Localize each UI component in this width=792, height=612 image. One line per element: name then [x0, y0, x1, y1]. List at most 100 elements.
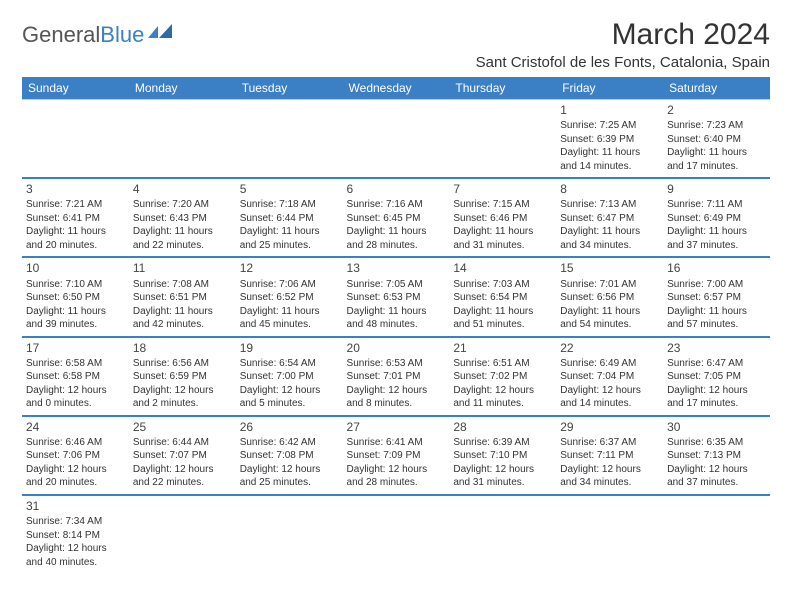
day-number: 13: [347, 260, 446, 276]
day-number: 22: [560, 340, 659, 356]
daylight-line: Daylight: 12 hours and 0 minutes.: [26, 384, 125, 411]
sunrise-line: Sunrise: 6:46 AM: [26, 436, 125, 450]
calendar-cell: 5Sunrise: 7:18 AMSunset: 6:44 PMDaylight…: [236, 178, 343, 257]
calendar-cell: 30Sunrise: 6:35 AMSunset: 7:13 PMDayligh…: [663, 416, 770, 495]
daylight-line: Daylight: 12 hours and 28 minutes.: [347, 463, 446, 490]
sunrise-line: Sunrise: 6:49 AM: [560, 357, 659, 371]
sunrise-line: Sunrise: 7:23 AM: [667, 119, 766, 133]
daylight-line: Daylight: 11 hours and 48 minutes.: [347, 305, 446, 332]
sunrise-line: Sunrise: 6:42 AM: [240, 436, 339, 450]
calendar-cell: 21Sunrise: 6:51 AMSunset: 7:02 PMDayligh…: [449, 337, 556, 416]
daylight-line: Daylight: 11 hours and 51 minutes.: [453, 305, 552, 332]
sunset-line: Sunset: 6:49 PM: [667, 212, 766, 226]
daylight-line: Daylight: 12 hours and 22 minutes.: [133, 463, 232, 490]
calendar-cell: 26Sunrise: 6:42 AMSunset: 7:08 PMDayligh…: [236, 416, 343, 495]
calendar-cell: 4Sunrise: 7:20 AMSunset: 6:43 PMDaylight…: [129, 178, 236, 257]
sunset-line: Sunset: 7:09 PM: [347, 449, 446, 463]
logo-text-1: General: [22, 22, 100, 48]
daylight-line: Daylight: 11 hours and 42 minutes.: [133, 305, 232, 332]
sunset-line: Sunset: 6:57 PM: [667, 291, 766, 305]
sunset-line: Sunset: 7:07 PM: [133, 449, 232, 463]
sunset-line: Sunset: 6:50 PM: [26, 291, 125, 305]
day-number: 1: [560, 102, 659, 118]
calendar-cell: 24Sunrise: 6:46 AMSunset: 7:06 PMDayligh…: [22, 416, 129, 495]
day-number: 29: [560, 419, 659, 435]
sunrise-line: Sunrise: 7:08 AM: [133, 278, 232, 292]
day-header: Monday: [129, 77, 236, 100]
sunset-line: Sunset: 6:39 PM: [560, 133, 659, 147]
header: GeneralBlue March 2024 Sant Cristofol de…: [22, 18, 770, 71]
sunset-line: Sunset: 6:47 PM: [560, 212, 659, 226]
sunset-line: Sunset: 6:56 PM: [560, 291, 659, 305]
day-number: 8: [560, 181, 659, 197]
sunrise-line: Sunrise: 7:16 AM: [347, 198, 446, 212]
daylight-line: Daylight: 12 hours and 37 minutes.: [667, 463, 766, 490]
day-number: 4: [133, 181, 232, 197]
calendar-cell: 25Sunrise: 6:44 AMSunset: 7:07 PMDayligh…: [129, 416, 236, 495]
calendar-cell: [129, 100, 236, 179]
daylight-line: Daylight: 12 hours and 20 minutes.: [26, 463, 125, 490]
sunrise-line: Sunrise: 6:44 AM: [133, 436, 232, 450]
day-number: 28: [453, 419, 552, 435]
daylight-line: Daylight: 12 hours and 25 minutes.: [240, 463, 339, 490]
sunset-line: Sunset: 6:54 PM: [453, 291, 552, 305]
calendar-week: 31Sunrise: 7:34 AMSunset: 8:14 PMDayligh…: [22, 495, 770, 573]
day-number: 7: [453, 181, 552, 197]
calendar-cell: 7Sunrise: 7:15 AMSunset: 6:46 PMDaylight…: [449, 178, 556, 257]
day-number: 10: [26, 260, 125, 276]
calendar-cell: 19Sunrise: 6:54 AMSunset: 7:00 PMDayligh…: [236, 337, 343, 416]
month-title: March 2024: [476, 18, 770, 52]
calendar-cell: 22Sunrise: 6:49 AMSunset: 7:04 PMDayligh…: [556, 337, 663, 416]
calendar-cell: [129, 495, 236, 573]
sunrise-line: Sunrise: 7:01 AM: [560, 278, 659, 292]
daylight-line: Daylight: 12 hours and 31 minutes.: [453, 463, 552, 490]
sunset-line: Sunset: 6:51 PM: [133, 291, 232, 305]
day-number: 27: [347, 419, 446, 435]
calendar-cell: 15Sunrise: 7:01 AMSunset: 6:56 PMDayligh…: [556, 257, 663, 336]
daylight-line: Daylight: 12 hours and 14 minutes.: [560, 384, 659, 411]
sunrise-line: Sunrise: 7:21 AM: [26, 198, 125, 212]
sunrise-line: Sunrise: 7:25 AM: [560, 119, 659, 133]
calendar-cell: 2Sunrise: 7:23 AMSunset: 6:40 PMDaylight…: [663, 100, 770, 179]
calendar-cell: 1Sunrise: 7:25 AMSunset: 6:39 PMDaylight…: [556, 100, 663, 179]
daylight-line: Daylight: 12 hours and 40 minutes.: [26, 542, 125, 569]
sunrise-line: Sunrise: 7:18 AM: [240, 198, 339, 212]
sunrise-line: Sunrise: 7:10 AM: [26, 278, 125, 292]
daylight-line: Daylight: 11 hours and 25 minutes.: [240, 225, 339, 252]
sunset-line: Sunset: 6:53 PM: [347, 291, 446, 305]
sunrise-line: Sunrise: 7:06 AM: [240, 278, 339, 292]
day-number: 9: [667, 181, 766, 197]
sunset-line: Sunset: 7:13 PM: [667, 449, 766, 463]
calendar-cell: [236, 100, 343, 179]
day-number: 11: [133, 260, 232, 276]
day-header: Saturday: [663, 77, 770, 100]
sunset-line: Sunset: 6:40 PM: [667, 133, 766, 147]
calendar-week: 17Sunrise: 6:58 AMSunset: 6:58 PMDayligh…: [22, 337, 770, 416]
title-block: March 2024 Sant Cristofol de les Fonts, …: [476, 18, 770, 71]
day-number: 18: [133, 340, 232, 356]
day-number: 20: [347, 340, 446, 356]
sunrise-line: Sunrise: 7:13 AM: [560, 198, 659, 212]
sunrise-line: Sunrise: 7:34 AM: [26, 515, 125, 529]
sunset-line: Sunset: 6:46 PM: [453, 212, 552, 226]
day-number: 2: [667, 102, 766, 118]
calendar-cell: 3Sunrise: 7:21 AMSunset: 6:41 PMDaylight…: [22, 178, 129, 257]
calendar-cell: 9Sunrise: 7:11 AMSunset: 6:49 PMDaylight…: [663, 178, 770, 257]
sunset-line: Sunset: 6:44 PM: [240, 212, 339, 226]
daylight-line: Daylight: 11 hours and 28 minutes.: [347, 225, 446, 252]
sunrise-line: Sunrise: 6:51 AM: [453, 357, 552, 371]
sunset-line: Sunset: 7:02 PM: [453, 370, 552, 384]
daylight-line: Daylight: 11 hours and 57 minutes.: [667, 305, 766, 332]
calendar-week: 3Sunrise: 7:21 AMSunset: 6:41 PMDaylight…: [22, 178, 770, 257]
calendar-cell: [236, 495, 343, 573]
day-number: 15: [560, 260, 659, 276]
day-number: 5: [240, 181, 339, 197]
sunset-line: Sunset: 6:58 PM: [26, 370, 125, 384]
logo: GeneralBlue: [22, 22, 174, 48]
day-number: 3: [26, 181, 125, 197]
calendar-cell: 14Sunrise: 7:03 AMSunset: 6:54 PMDayligh…: [449, 257, 556, 336]
calendar-cell: 18Sunrise: 6:56 AMSunset: 6:59 PMDayligh…: [129, 337, 236, 416]
sunrise-line: Sunrise: 6:58 AM: [26, 357, 125, 371]
calendar-cell: 20Sunrise: 6:53 AMSunset: 7:01 PMDayligh…: [343, 337, 450, 416]
sunrise-line: Sunrise: 7:00 AM: [667, 278, 766, 292]
